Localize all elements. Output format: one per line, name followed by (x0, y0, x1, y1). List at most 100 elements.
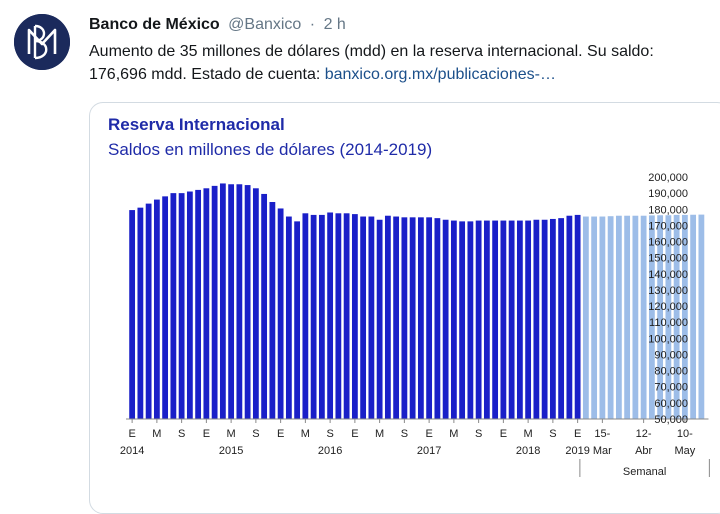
x-tick-label-secondary: 2018 (516, 445, 540, 457)
chart-bar-monthly (384, 215, 391, 419)
chart-bar-weekly (624, 215, 631, 419)
chart-subtitle: Saldos en millones de dólares (2014-2019… (108, 140, 433, 159)
chart-bar-monthly (178, 193, 185, 419)
chart-bar-monthly (459, 221, 466, 419)
x-tick-label: M (301, 428, 310, 440)
x-tick-label: S (252, 428, 259, 440)
meta-separator: · (309, 16, 316, 33)
chart-bar-monthly (500, 220, 507, 419)
chart-bar-weekly (615, 215, 622, 419)
tweet-text: Aumento de 35 millones de dólares (mdd) … (89, 40, 709, 86)
x-tick-label-secondary: Mar (593, 445, 612, 457)
chart-bar-weekly (582, 216, 589, 419)
chart-bar-monthly (277, 208, 284, 419)
y-tick-label: 110,000 (649, 317, 688, 329)
chart-bar-monthly (541, 219, 548, 419)
chart-bar-monthly (145, 203, 152, 419)
chart-bar-monthly (508, 220, 515, 419)
x-tick-label: E (128, 428, 135, 440)
x-tick-label-secondary: 2016 (318, 445, 342, 457)
chart-bar-monthly (294, 221, 301, 419)
chart-bar-monthly (211, 185, 218, 419)
chart-bar-monthly (417, 217, 424, 419)
chart-bar-weekly (657, 215, 664, 419)
chart-bar-weekly (640, 215, 647, 419)
x-tick-label: M (152, 428, 161, 440)
chart-bar-monthly (368, 216, 375, 419)
chart-bar-monthly (360, 216, 367, 419)
chart-bar-monthly (574, 214, 581, 419)
chart-bar-monthly (129, 210, 136, 419)
x-tick-label: E (500, 428, 507, 440)
chart-bar-weekly (648, 215, 655, 419)
x-tick-label: E (277, 428, 284, 440)
tweet-link[interactable]: banxico.org.mx/publicaciones-… (324, 66, 556, 83)
chart-bar-weekly (632, 215, 639, 419)
chart-bar-monthly (376, 219, 383, 419)
tweet-body-text: Aumento de 35 millones de dólares (mdd) … (89, 43, 654, 83)
chart-bar-monthly (467, 221, 474, 419)
chart-bar-monthly (343, 213, 350, 419)
chart-bar-monthly (549, 218, 556, 419)
y-tick-label: 140,000 (648, 269, 688, 281)
x-tick-label: M (524, 428, 533, 440)
y-tick-label: 160,000 (648, 237, 688, 249)
chart-bar-monthly (327, 212, 334, 419)
x-tick-label: M (375, 428, 384, 440)
chart-bar-weekly (591, 216, 598, 419)
chart-bar-monthly (426, 217, 433, 419)
y-tick-label: 90,000 (654, 349, 688, 361)
x-tick-label: E (425, 428, 432, 440)
x-tick-label: S (178, 428, 185, 440)
chart-bar-monthly (252, 188, 259, 419)
x-tick-label: S (475, 428, 482, 440)
x-tick-label: E (203, 428, 210, 440)
chart-bar-monthly (153, 199, 160, 419)
x-tick-label-secondary: May (674, 445, 695, 457)
chart-bar-weekly (698, 214, 705, 419)
chart-bar-monthly (203, 188, 210, 419)
x-tick-label: E (574, 428, 581, 440)
x-tick-label-secondary: 2019 (565, 445, 589, 457)
x-tick-label: 10- (677, 428, 693, 440)
chart-bar-monthly (310, 214, 317, 419)
chart-bar-weekly (681, 214, 688, 419)
chart-bar-monthly (401, 217, 408, 419)
chart-bar-monthly (162, 196, 169, 419)
y-tick-label: 80,000 (654, 366, 688, 378)
author-handle[interactable]: @Banxico (228, 16, 302, 33)
chart-bar-monthly (137, 207, 144, 419)
chart-bar-weekly (690, 214, 697, 419)
chart-bar-monthly (516, 220, 523, 419)
x-tick-label: M (449, 428, 458, 440)
y-tick-label: 70,000 (654, 382, 688, 394)
chart-bar-monthly (269, 202, 276, 419)
x-tick-label: 15- (594, 428, 610, 440)
chart-bar-monthly (492, 220, 499, 419)
chart-bar-weekly (665, 215, 672, 419)
chart-bar-monthly (236, 184, 243, 419)
banxico-logo-icon (14, 14, 70, 70)
tweet-header: Banco de México @Banxico · 2 h (89, 14, 346, 36)
chart-bar-monthly (566, 215, 573, 419)
chart-bar-monthly (409, 217, 416, 419)
chart-bar-monthly (285, 216, 292, 419)
author-name[interactable]: Banco de México (89, 16, 220, 33)
y-tick-label: 50,000 (654, 414, 688, 426)
y-tick-label: 150,000 (648, 253, 688, 265)
x-tick-label: 12- (636, 428, 652, 440)
y-tick-label: 170,000 (648, 220, 688, 232)
chart-title: Reserva Internacional (108, 115, 285, 134)
chart-bar-monthly (170, 193, 177, 419)
avatar[interactable] (14, 14, 70, 70)
x-tick-label: M (227, 428, 236, 440)
y-tick-label: 180,000 (648, 204, 688, 216)
x-tick-label: S (326, 428, 333, 440)
chart-bar-monthly (483, 220, 490, 419)
chart-bar-monthly (228, 184, 235, 419)
tweet-timestamp[interactable]: 2 h (323, 16, 346, 33)
media-card[interactable]: Reserva Internacional Saldos en millones… (89, 102, 720, 514)
weekly-group-label: Semanal (623, 466, 666, 478)
x-tick-label-secondary: Abr (635, 445, 652, 457)
y-tick-label: 120,000 (648, 301, 688, 313)
